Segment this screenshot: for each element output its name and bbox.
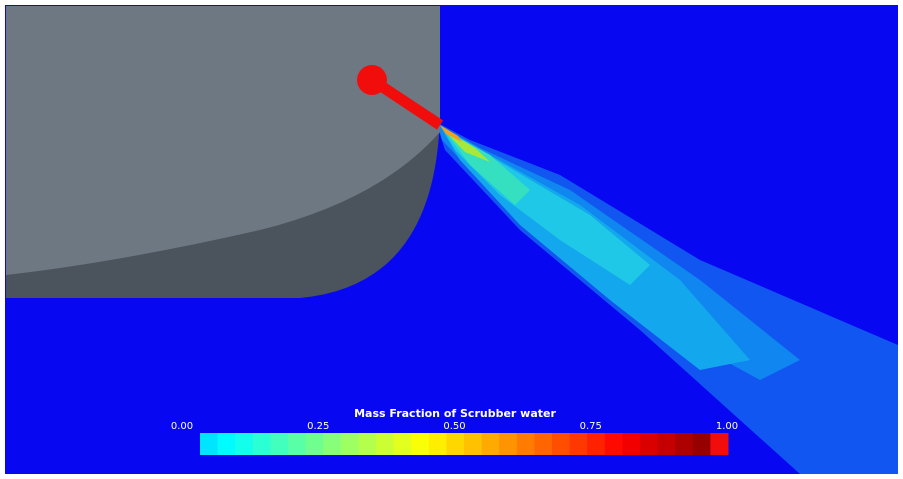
color-swatch (252, 433, 271, 455)
color-swatch (640, 433, 659, 455)
color-swatch (657, 433, 676, 455)
color-swatch (358, 433, 377, 455)
tick-label: 1.00 (716, 421, 738, 432)
color-swatch (411, 433, 430, 455)
color-swatch (622, 433, 641, 455)
color-swatch (217, 433, 236, 455)
tick-label: 0.25 (307, 421, 329, 432)
color-swatch (516, 433, 535, 455)
color-swatch (604, 433, 623, 455)
color-swatch (376, 433, 395, 455)
color-swatch (534, 433, 553, 455)
color-swatch (235, 433, 254, 455)
color-swatch (323, 433, 342, 455)
color-swatch (446, 433, 465, 455)
tick-label: 0.00 (171, 421, 193, 432)
color-swatch (499, 433, 518, 455)
color-swatch (305, 433, 324, 455)
color-swatch (340, 433, 359, 455)
tick-label: 0.50 (443, 421, 465, 432)
color-swatch (692, 433, 711, 455)
colorbar-title: Mass Fraction of Scrubber water (354, 407, 556, 420)
color-swatch (569, 433, 588, 455)
color-swatch (270, 433, 289, 455)
color-swatch (393, 433, 412, 455)
color-swatch (428, 433, 447, 455)
color-swatch (675, 433, 694, 455)
nozzle (357, 65, 444, 130)
colorbar: Mass Fraction of Scrubber water 0.00 0.25… (171, 407, 738, 455)
color-swatch (552, 433, 571, 455)
hull (6, 6, 441, 298)
color-swatch (710, 433, 729, 455)
color-swatch (587, 433, 606, 455)
plume (436, 122, 898, 474)
tick-label: 0.75 (580, 421, 602, 432)
color-swatch (200, 433, 219, 455)
color-swatch (481, 433, 500, 455)
color-swatch (464, 433, 483, 455)
color-swatch (288, 433, 307, 455)
